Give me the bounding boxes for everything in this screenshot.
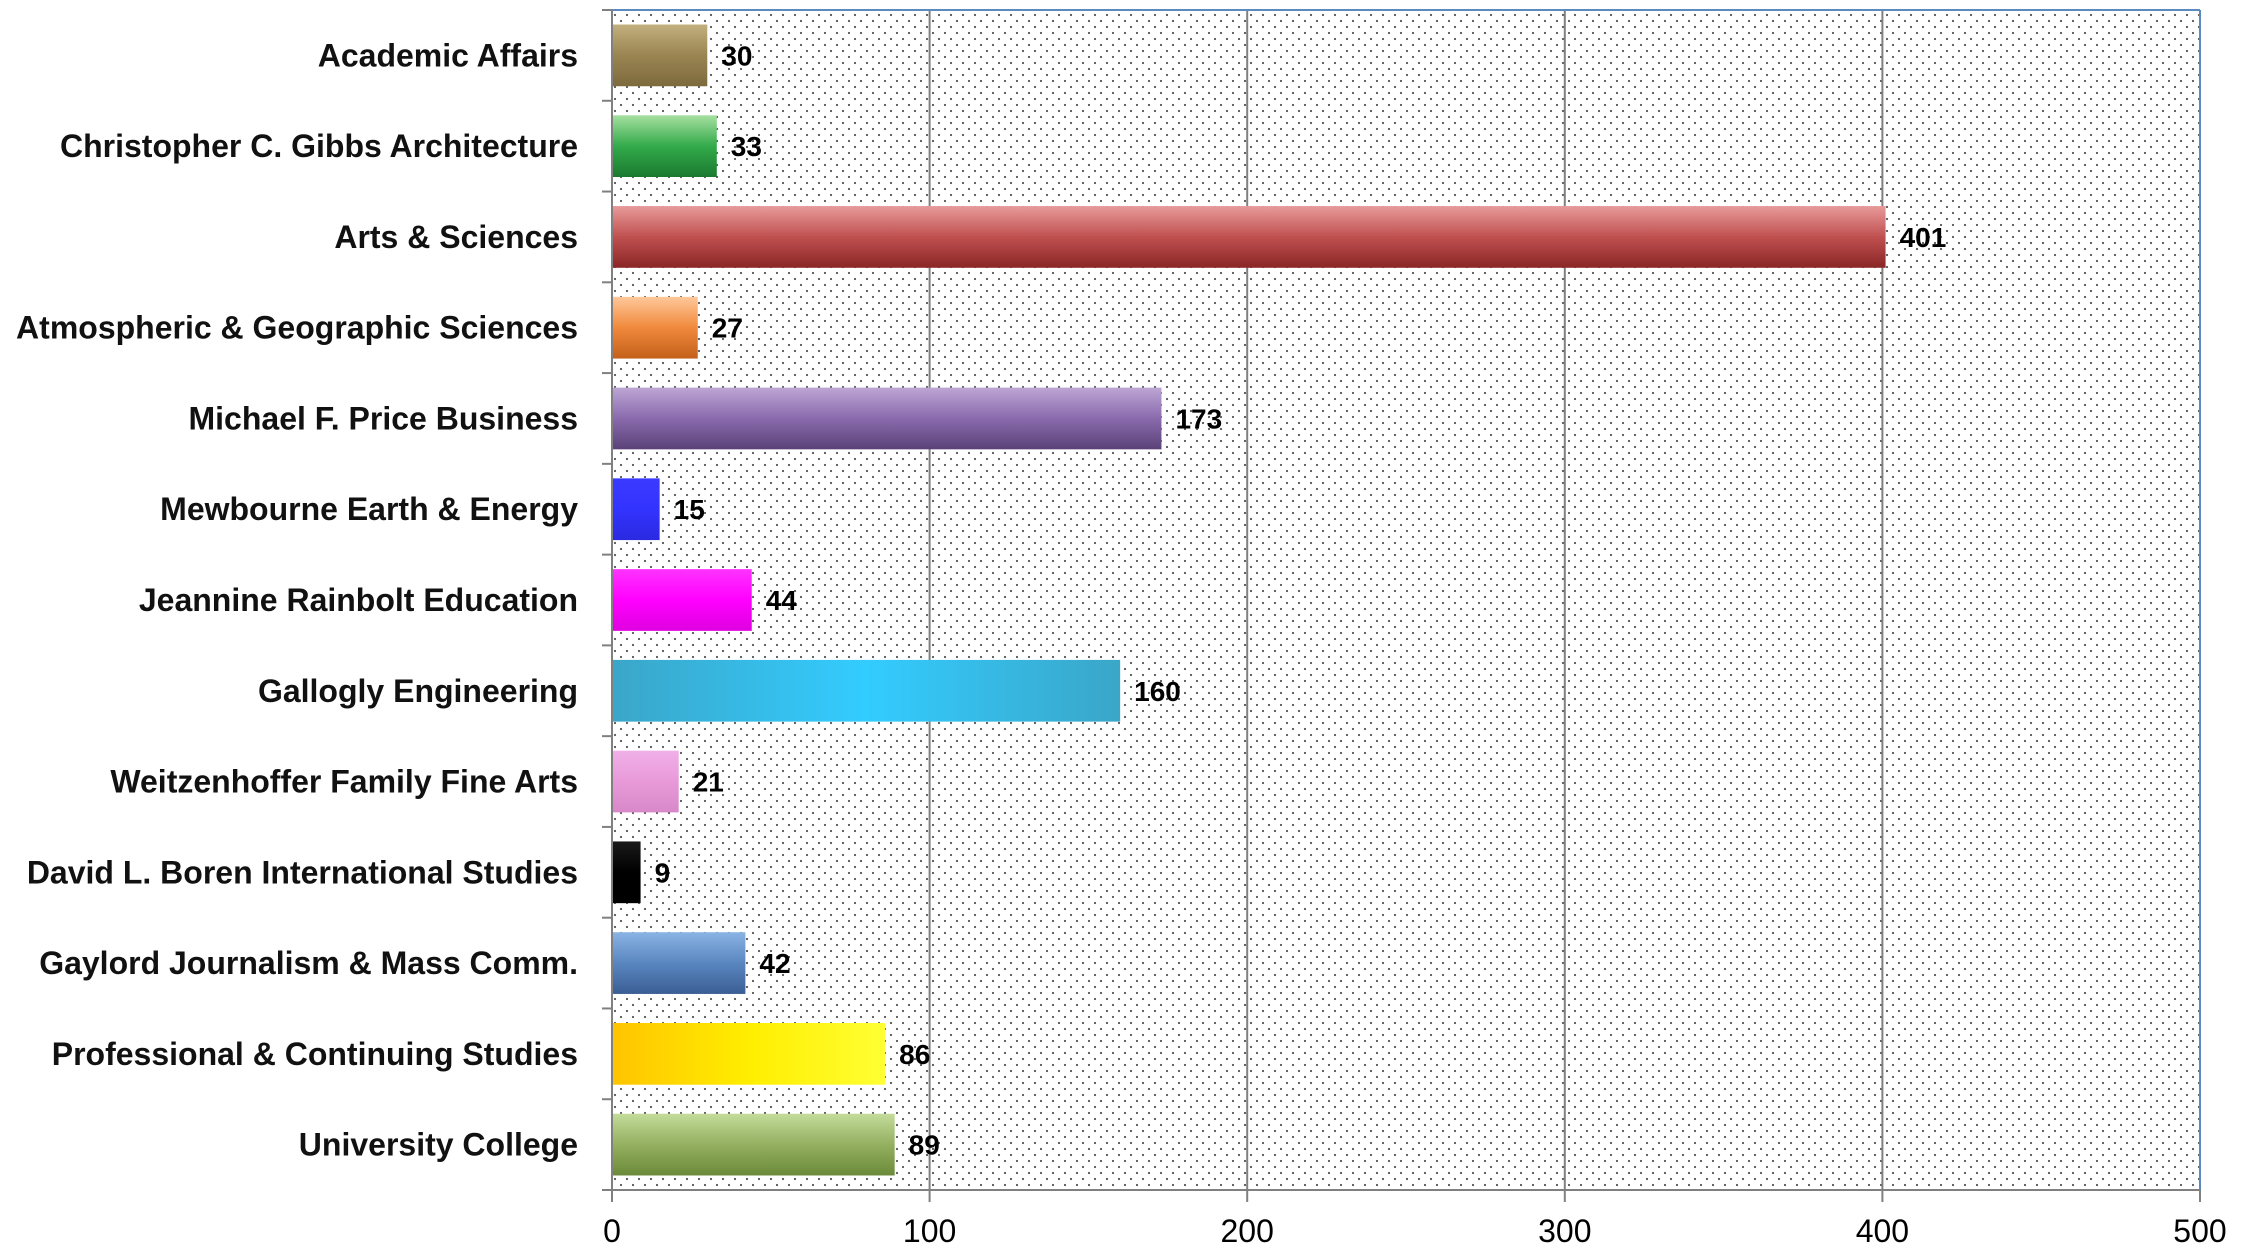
bar (612, 296, 698, 359)
x-tick-label: 400 (1856, 1213, 1909, 1248)
data-label: 9 (655, 857, 671, 888)
category-label: Jeannine Rainbolt Education (139, 582, 578, 618)
x-tick-label: 500 (2173, 1213, 2226, 1248)
data-label: 160 (1134, 676, 1181, 707)
data-label: 401 (1900, 222, 1947, 253)
data-label: 86 (899, 1039, 930, 1070)
x-tick-label: 100 (903, 1213, 956, 1248)
data-label: 27 (712, 313, 743, 344)
category-label: Arts & Sciences (334, 219, 578, 255)
category-labels: Academic Affairs Christopher C. Gibbs Arc… (16, 37, 578, 1162)
data-label: 21 (693, 767, 724, 798)
data-label: 173 (1175, 403, 1222, 434)
category-label: Gallogly Engineering (258, 673, 578, 709)
bar (612, 387, 1162, 450)
bar (612, 1113, 895, 1176)
data-label: 33 (731, 131, 762, 162)
bar (612, 206, 1886, 268)
bars (612, 24, 1886, 1176)
x-tick-label: 0 (603, 1213, 621, 1248)
data-label: 42 (759, 948, 790, 979)
bar (612, 569, 752, 631)
data-label: 44 (766, 585, 798, 616)
data-label: 30 (721, 40, 752, 71)
bar (612, 24, 708, 87)
data-label: 15 (674, 494, 705, 525)
tick-labels: 0 100 200 300 400 500 (603, 1213, 2227, 1248)
bar (612, 115, 717, 178)
category-label: David L. Boren International Studies (27, 854, 578, 890)
category-label: University College (299, 1127, 578, 1163)
bar (612, 478, 660, 541)
data-label: 89 (909, 1130, 940, 1161)
data-labels: 30 33 401 27 173 15 44 160 21 9 42 86 89 (655, 40, 1947, 1160)
category-label: Professional & Continuing Studies (52, 1036, 578, 1072)
axes (602, 9, 2201, 1202)
category-label: Weitzenhoffer Family Fine Arts (110, 764, 578, 800)
bar (612, 750, 679, 813)
bar (612, 841, 641, 904)
category-label: Mewbourne Earth & Energy (160, 491, 578, 527)
category-label: Atmospheric & Geographic Sciences (16, 310, 578, 346)
category-label: Christopher C. Gibbs Architecture (60, 128, 578, 164)
category-label: Academic Affairs (318, 37, 578, 73)
plot-area (612, 10, 2200, 1190)
category-label: Michael F. Price Business (189, 400, 579, 436)
bar (612, 659, 1121, 722)
x-tick-label: 300 (1538, 1213, 1591, 1248)
bar (612, 1022, 886, 1085)
category-label: Gaylord Journalism & Mass Comm. (39, 945, 578, 981)
bar (612, 932, 746, 994)
x-tick-label: 200 (1221, 1213, 1274, 1248)
